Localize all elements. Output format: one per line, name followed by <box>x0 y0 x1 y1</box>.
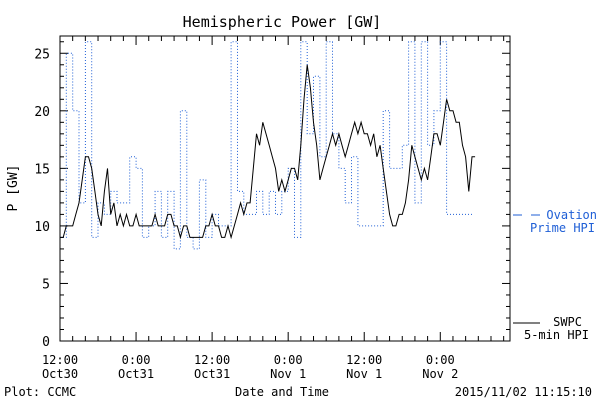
x-tick-label-time: 0:00 <box>426 353 455 367</box>
x-tick-label-date: Oct30 <box>42 367 78 381</box>
x-tick-label-date: Oct31 <box>194 367 230 381</box>
y-tick-label: 15 <box>34 162 50 177</box>
x-tick-label-date: Nov 1 <box>346 367 382 381</box>
legend-swpc-label-line2: 5-min HPI <box>524 328 589 342</box>
x-tick-label-time: 0:00 <box>274 353 303 367</box>
footer-plot-credit: Plot: CCMC <box>4 385 76 399</box>
y-axis-label: P [GW] <box>6 165 21 212</box>
x-tick-label-time: 12:00 <box>194 353 230 367</box>
x-tick-label-date: Nov 2 <box>422 367 458 381</box>
legend-swpc-label-line1: SWPC <box>553 315 582 329</box>
x-axis-label: Date and Time <box>235 385 329 399</box>
swpc-series-line <box>60 64 476 240</box>
plot-frame <box>59 35 511 342</box>
x-tick-label-date: Oct31 <box>118 367 154 381</box>
footer-timestamp: 2015/11/02 11:15:10 <box>455 385 592 399</box>
chart-title: Hemispheric Power [GW] <box>183 13 382 31</box>
y-tick-label: 10 <box>34 220 50 235</box>
y-axis-ticks: 0 5 10 15 20 25 <box>34 41 510 350</box>
y-tick-label: 25 <box>34 47 50 62</box>
y-tick-label: 5 <box>42 277 50 292</box>
legend-ovation-label-line2: Prime HPI <box>530 221 595 235</box>
ovation-prime-series-line <box>60 41 472 250</box>
y-tick-label: 20 <box>34 105 50 120</box>
legend-ovation-label-line1: Ovation <box>546 208 597 222</box>
x-tick-label-date: Nov 1 <box>270 367 306 381</box>
x-tick-label-time: 12:00 <box>42 353 78 367</box>
x-tick-label-time: 0:00 <box>122 353 151 367</box>
x-tick-label-time: 12:00 <box>346 353 382 367</box>
y-tick-label: 0 <box>42 335 50 350</box>
